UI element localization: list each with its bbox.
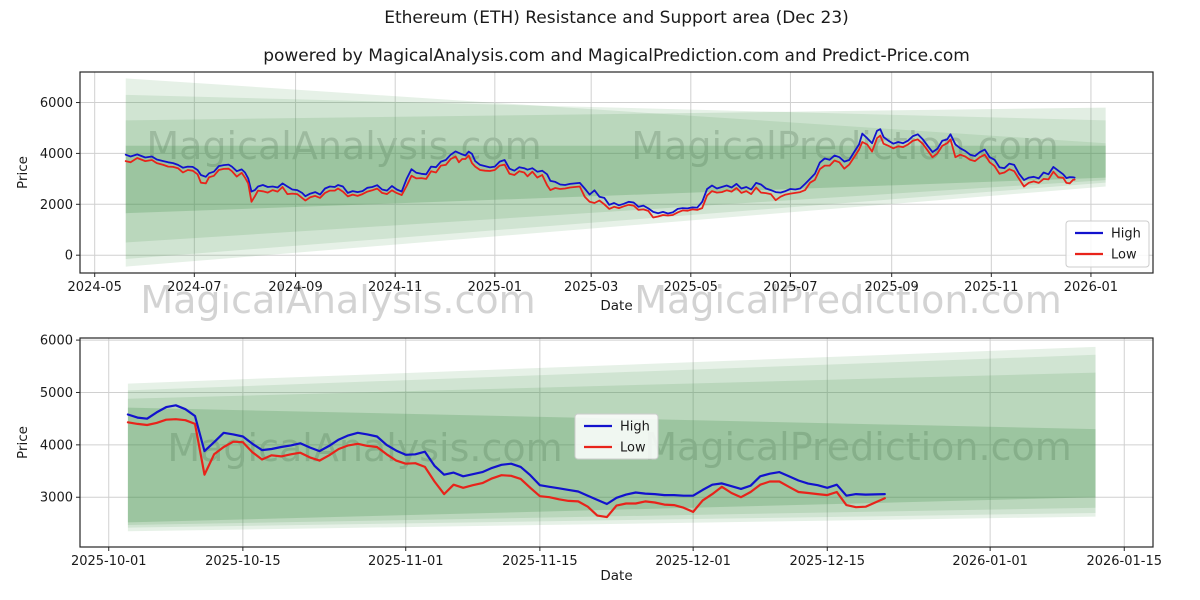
x-tick-label: 2025-12-01 [655, 554, 731, 569]
x-tick-label: 2025-07 [763, 280, 817, 295]
x-tick-label: 2024-09 [268, 280, 322, 295]
x-tick-label: 2024-07 [167, 280, 221, 295]
x-tick-label: 2024-11 [368, 280, 422, 295]
y-axis: 0 2000 4000 6000 [40, 96, 80, 264]
x-tick-label: 2026-01-01 [952, 554, 1028, 569]
x-tick-label: 2025-11 [964, 280, 1018, 295]
x-axis: 2024-05 2024-07 2024-09 2024-11 2025-01 2025-… [68, 273, 1118, 295]
high-line [126, 404, 886, 506]
x-tick-label: 2025-11-15 [502, 554, 578, 569]
x-tick-label: 2025-09 [865, 280, 919, 295]
x-tick-label: 2024-05 [68, 280, 122, 295]
x-tick-label: 2026-01 [1064, 280, 1118, 295]
y-tick-label: 5000 [40, 386, 73, 401]
y-axis-label: Price [15, 156, 31, 189]
support-resistance-bands [125, 78, 1106, 267]
low-line [126, 418, 886, 519]
x-tick-label: 2025-05 [664, 280, 718, 295]
legend: High Low [1065, 220, 1150, 268]
y-tick-label: 3000 [40, 491, 73, 506]
low-line [124, 134, 1076, 219]
y-axis: 3000 4000 5000 6000 [40, 334, 80, 506]
y-tick-label: 2000 [40, 198, 73, 213]
x-axis-label: Date [600, 298, 632, 314]
high-line [124, 128, 1076, 215]
legend-label: High [620, 420, 650, 435]
legend-label: Low [620, 441, 646, 456]
y-tick-label: 6000 [40, 334, 73, 349]
x-axis-label: Date [600, 568, 632, 584]
x-tick-label: 2025-10-15 [205, 554, 281, 569]
full-history-chart: 2024-05 2024-07 2024-09 2024-11 2025-01 2025-… [15, 71, 1154, 314]
y-tick-label: 6000 [40, 96, 73, 111]
x-tick-label: 2025-11-01 [368, 554, 444, 569]
plot-border [79, 71, 1154, 274]
y-tick-label: 4000 [40, 438, 73, 453]
x-tick-label: 2025-03 [564, 280, 618, 295]
y-tick-label: 0 [65, 249, 73, 264]
x-tick-label: 2026-01-15 [1086, 554, 1162, 569]
y-tick-label: 4000 [40, 147, 73, 162]
y-axis-label: Price [15, 426, 31, 459]
x-axis: 2025-10-01 2025-10-15 2025-11-01 2025-11-15… [71, 547, 1162, 569]
plot-border [79, 337, 1154, 548]
recent-window-chart: 2025-10-01 2025-10-15 2025-11-01 2025-11-15… [15, 334, 1162, 584]
x-tick-label: 2025-10-01 [71, 554, 147, 569]
figure-subtitle: powered by MagicalAnalysis.com and Magic… [263, 46, 970, 66]
legend-label: Low [1111, 248, 1137, 263]
x-tick-label: 2025-12-15 [789, 554, 865, 569]
page-title: Ethereum (ETH) Resistance and Support ar… [384, 8, 849, 28]
legend-label: High [1111, 227, 1141, 242]
x-tick-label: 2025-01 [468, 280, 522, 295]
legend: High Low [574, 413, 659, 460]
